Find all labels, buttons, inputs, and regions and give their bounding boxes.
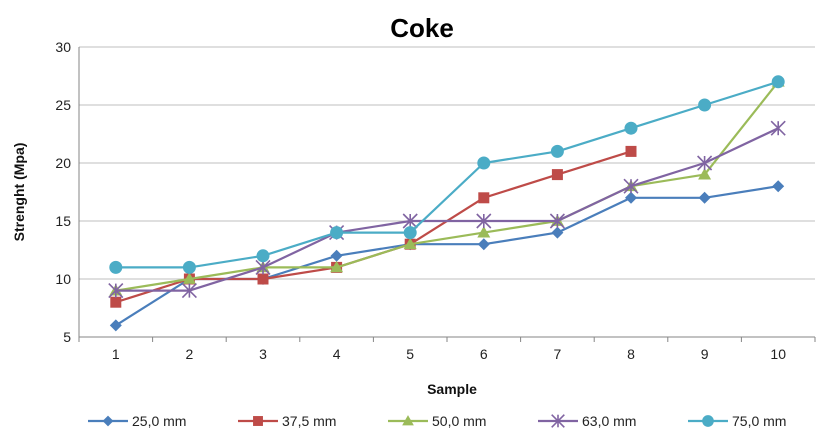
x-tick-label: 1 bbox=[112, 346, 120, 362]
y-tick-label: 5 bbox=[63, 329, 71, 345]
series-line bbox=[115, 80, 779, 269]
y-tick-label: 15 bbox=[55, 213, 71, 229]
x-axis-title: Sample bbox=[427, 381, 477, 397]
x-tick-label: 5 bbox=[406, 346, 414, 362]
legend-label: 63,0 mm bbox=[582, 413, 636, 429]
series-line bbox=[115, 81, 780, 292]
data-point bbox=[181, 283, 197, 299]
series-layer bbox=[108, 75, 786, 332]
legend-marker bbox=[253, 416, 263, 426]
data-point bbox=[624, 121, 638, 135]
data-point bbox=[698, 98, 712, 112]
data-point bbox=[549, 213, 565, 229]
data-point bbox=[550, 144, 564, 158]
legend-label: 50,0 mm bbox=[432, 413, 486, 429]
legend-label: 25,0 mm bbox=[132, 413, 186, 429]
data-point bbox=[330, 260, 344, 273]
x-tick-label: 3 bbox=[259, 346, 267, 362]
legend-item: 50,0 mm bbox=[388, 413, 486, 429]
x-tick-label: 7 bbox=[554, 346, 562, 362]
data-point bbox=[330, 226, 344, 240]
series-4 bbox=[108, 120, 786, 299]
data-point bbox=[476, 213, 492, 229]
y-tick-label: 25 bbox=[55, 97, 71, 113]
data-point bbox=[477, 226, 491, 238]
legend-marker bbox=[102, 415, 114, 427]
legend-label: 37,5 mm bbox=[282, 413, 336, 429]
data-point bbox=[771, 75, 785, 89]
data-point bbox=[551, 226, 564, 239]
data-point bbox=[625, 145, 637, 157]
x-tick-label: 9 bbox=[701, 346, 709, 362]
legend-label: 75,0 mm bbox=[732, 413, 786, 429]
x-tick-label: 10 bbox=[770, 346, 786, 362]
axes: 5 10 15 20 25 30 1 2 3 4 5 6 7 8 9 10 bbox=[55, 39, 816, 362]
data-point bbox=[109, 260, 123, 274]
data-point bbox=[182, 260, 196, 274]
data-point bbox=[109, 319, 122, 332]
data-point bbox=[478, 192, 490, 204]
data-point bbox=[772, 180, 785, 193]
data-point bbox=[403, 226, 417, 240]
data-point bbox=[255, 259, 271, 275]
legend-marker bbox=[551, 414, 565, 428]
data-point bbox=[551, 169, 563, 181]
chart-title: Coke bbox=[390, 13, 454, 43]
x-tick-label: 6 bbox=[480, 346, 488, 362]
y-axis-title: Strenght (Mpa) bbox=[11, 143, 27, 242]
legend: 25,0 mm 37,5 mm 50,0 mm 63,0 mm 75,0 mm bbox=[88, 413, 786, 429]
x-tick-label: 4 bbox=[333, 346, 341, 362]
data-point bbox=[110, 296, 122, 308]
legend-item: 75,0 mm bbox=[688, 413, 786, 429]
data-point bbox=[698, 191, 711, 204]
series-5 bbox=[109, 75, 785, 274]
data-point bbox=[330, 249, 343, 262]
y-tick-label: 30 bbox=[55, 39, 71, 55]
data-point bbox=[402, 213, 418, 229]
data-point bbox=[623, 178, 639, 194]
data-point bbox=[477, 238, 490, 251]
legend-item: 63,0 mm bbox=[538, 413, 636, 429]
legend-item: 37,5 mm bbox=[238, 413, 336, 429]
legend-item: 25,0 mm bbox=[88, 413, 186, 429]
data-point bbox=[403, 237, 417, 250]
data-point bbox=[108, 283, 124, 299]
data-point bbox=[698, 168, 712, 180]
legend-marker bbox=[702, 415, 714, 427]
data-point bbox=[625, 191, 637, 204]
data-point bbox=[257, 273, 269, 285]
y-tick-label: 10 bbox=[55, 271, 71, 287]
x-tick-label: 2 bbox=[186, 346, 194, 362]
data-point bbox=[770, 120, 786, 136]
data-point bbox=[182, 272, 196, 284]
data-point bbox=[477, 156, 491, 170]
y-tick-label: 20 bbox=[55, 155, 71, 171]
legend-marker bbox=[402, 415, 414, 426]
data-point bbox=[256, 249, 270, 263]
data-point bbox=[697, 155, 713, 171]
x-tick-label: 8 bbox=[627, 346, 635, 362]
series-line bbox=[115, 127, 779, 292]
